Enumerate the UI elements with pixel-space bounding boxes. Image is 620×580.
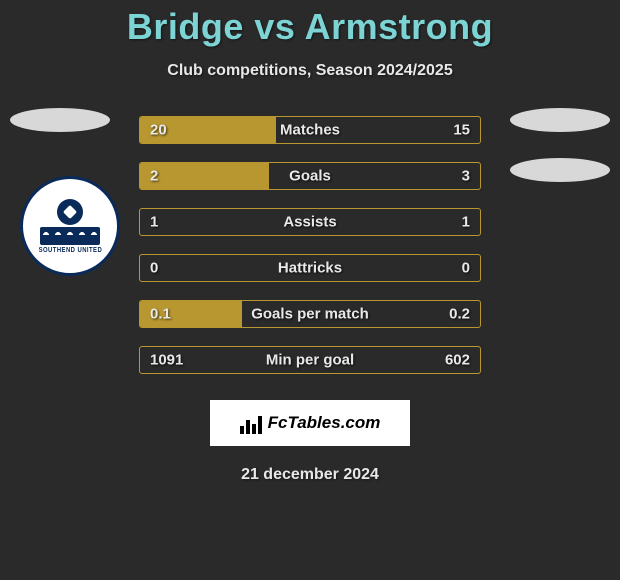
stat-value-right: 0.2 xyxy=(449,306,470,323)
source-logo: FcTables.com xyxy=(210,400,410,446)
stat-label: Matches xyxy=(280,122,340,139)
stats-list: 20 Matches 15 2 Goals 3 1 Assists 1 0 Hattricks 0 0.… xyxy=(139,116,481,374)
bars-icon xyxy=(240,412,262,434)
player2-name: Armstrong xyxy=(305,6,494,47)
avatar-placeholder-icon xyxy=(510,108,610,132)
page-title: Bridge vs Armstrong xyxy=(0,6,620,48)
stat-row: 1 Assists 1 xyxy=(139,208,481,236)
stat-row: 1091 Min per goal 602 xyxy=(139,346,481,374)
player1-name: Bridge xyxy=(127,6,244,47)
stat-value-left: 1091 xyxy=(150,352,183,369)
stat-value-right: 15 xyxy=(453,122,470,139)
stat-row: 2 Goals 3 xyxy=(139,162,481,190)
stat-label: Goals per match xyxy=(251,306,369,323)
player2-avatar xyxy=(510,108,610,208)
stat-value-right: 3 xyxy=(462,168,470,185)
source-logo-text: FcTables.com xyxy=(268,413,381,433)
stat-row: 20 Matches 15 xyxy=(139,116,481,144)
stat-value-right: 0 xyxy=(462,260,470,277)
club-badge-graphic: SOUTHEND UNITED xyxy=(28,184,113,269)
subtitle: Club competitions, Season 2024/2025 xyxy=(0,62,620,80)
stat-label: Hattricks xyxy=(278,260,342,277)
stat-value-right: 1 xyxy=(462,214,470,231)
stat-value-left: 2 xyxy=(150,168,158,185)
vs-separator: vs xyxy=(254,6,295,47)
stat-value-left: 20 xyxy=(150,122,167,139)
club-badge: SOUTHEND UNITED xyxy=(20,176,120,276)
stat-fill-left xyxy=(140,163,269,189)
club-badge-text: SOUTHEND UNITED xyxy=(38,247,102,254)
stat-label: Goals xyxy=(289,168,331,185)
stat-label: Min per goal xyxy=(266,352,354,369)
footer-date: 21 december 2024 xyxy=(0,466,620,484)
avatar-placeholder-icon xyxy=(10,108,110,132)
stat-value-left: 0.1 xyxy=(150,306,171,323)
comparison-area: SOUTHEND UNITED 20 Matches 15 2 Goals 3 1 Assis… xyxy=(0,116,620,484)
waves-icon xyxy=(40,227,100,245)
ball-icon xyxy=(57,199,83,225)
stat-row: 0.1 Goals per match 0.2 xyxy=(139,300,481,328)
avatar-placeholder-icon xyxy=(510,158,610,182)
stat-row: 0 Hattricks 0 xyxy=(139,254,481,282)
stat-value-right: 602 xyxy=(445,352,470,369)
stat-label: Assists xyxy=(283,214,336,231)
stat-value-left: 0 xyxy=(150,260,158,277)
stat-value-left: 1 xyxy=(150,214,158,231)
